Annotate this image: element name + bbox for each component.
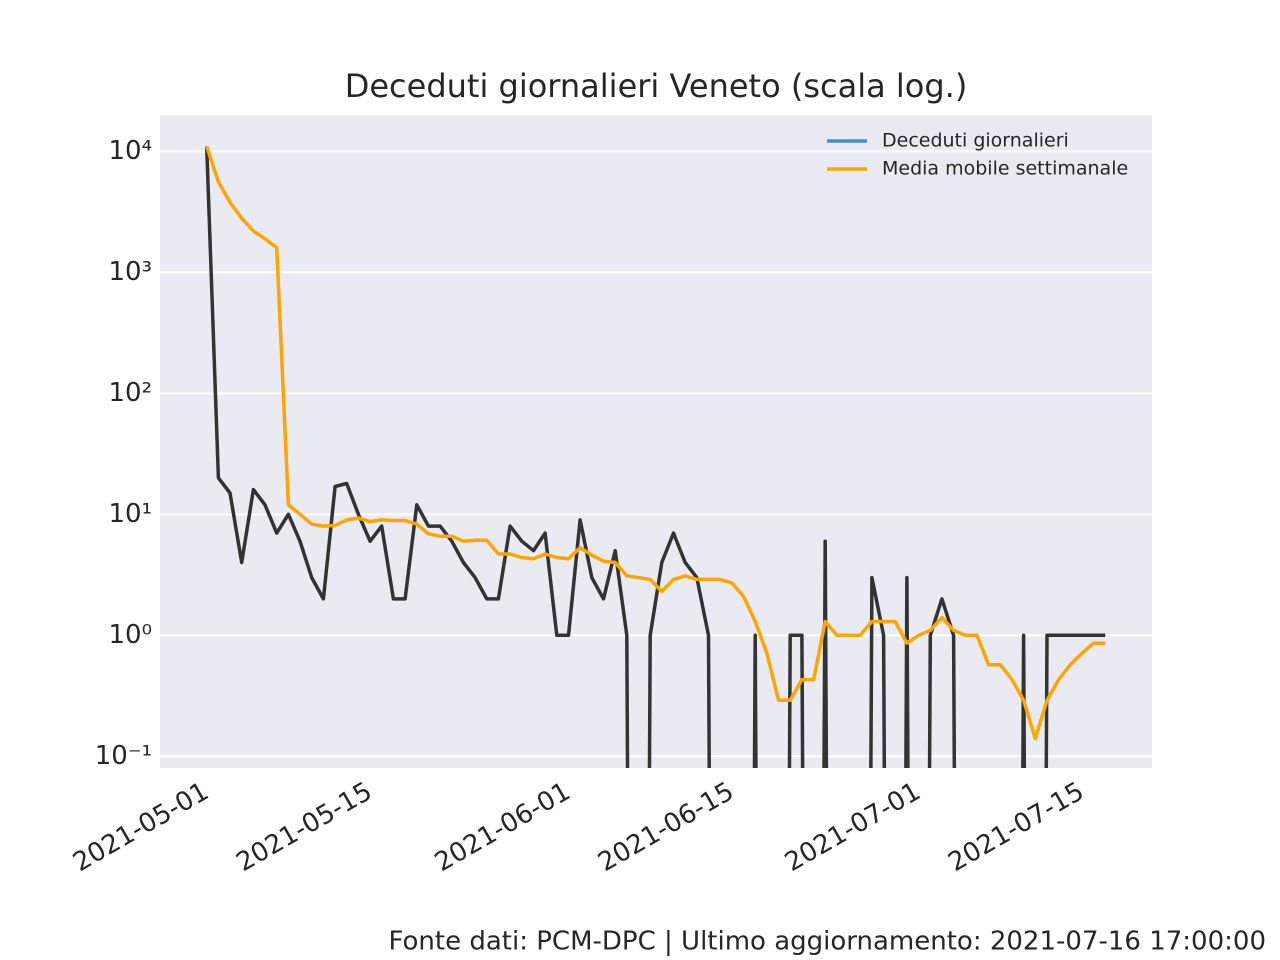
x-tick-label: 2021-06-01 <box>430 777 576 879</box>
x-tick-label: 2021-06-15 <box>593 777 739 879</box>
y-tick-label: 10⁻¹ <box>95 741 152 771</box>
y-tick-label: 10³ <box>108 257 152 287</box>
y-tick-label: 10¹ <box>108 499 152 529</box>
x-tick-label: 2021-05-15 <box>231 777 377 879</box>
series-line <box>205 145 1106 741</box>
y-tick-label: 10² <box>108 378 152 408</box>
plot-lines <box>204 145 1106 768</box>
x-tick-label: 2021-07-01 <box>780 777 926 879</box>
footer: Fonte dati: PCM-DPC | Ultimo aggiornamen… <box>389 927 1267 957</box>
x-tick-label: 2021-07-15 <box>943 777 1089 879</box>
chart-title: Deceduti giornalieri Veneto (scala log.) <box>345 67 968 105</box>
legend-label: Deceduti giornalieri <box>882 130 1069 152</box>
x-tick-label: 2021-05-01 <box>68 777 214 879</box>
y-tick-label: 10⁴ <box>108 136 152 166</box>
y-tick-label: 10⁰ <box>108 620 152 650</box>
series-line <box>204 146 1106 768</box>
legend-label: Media mobile settimanale <box>882 158 1128 180</box>
